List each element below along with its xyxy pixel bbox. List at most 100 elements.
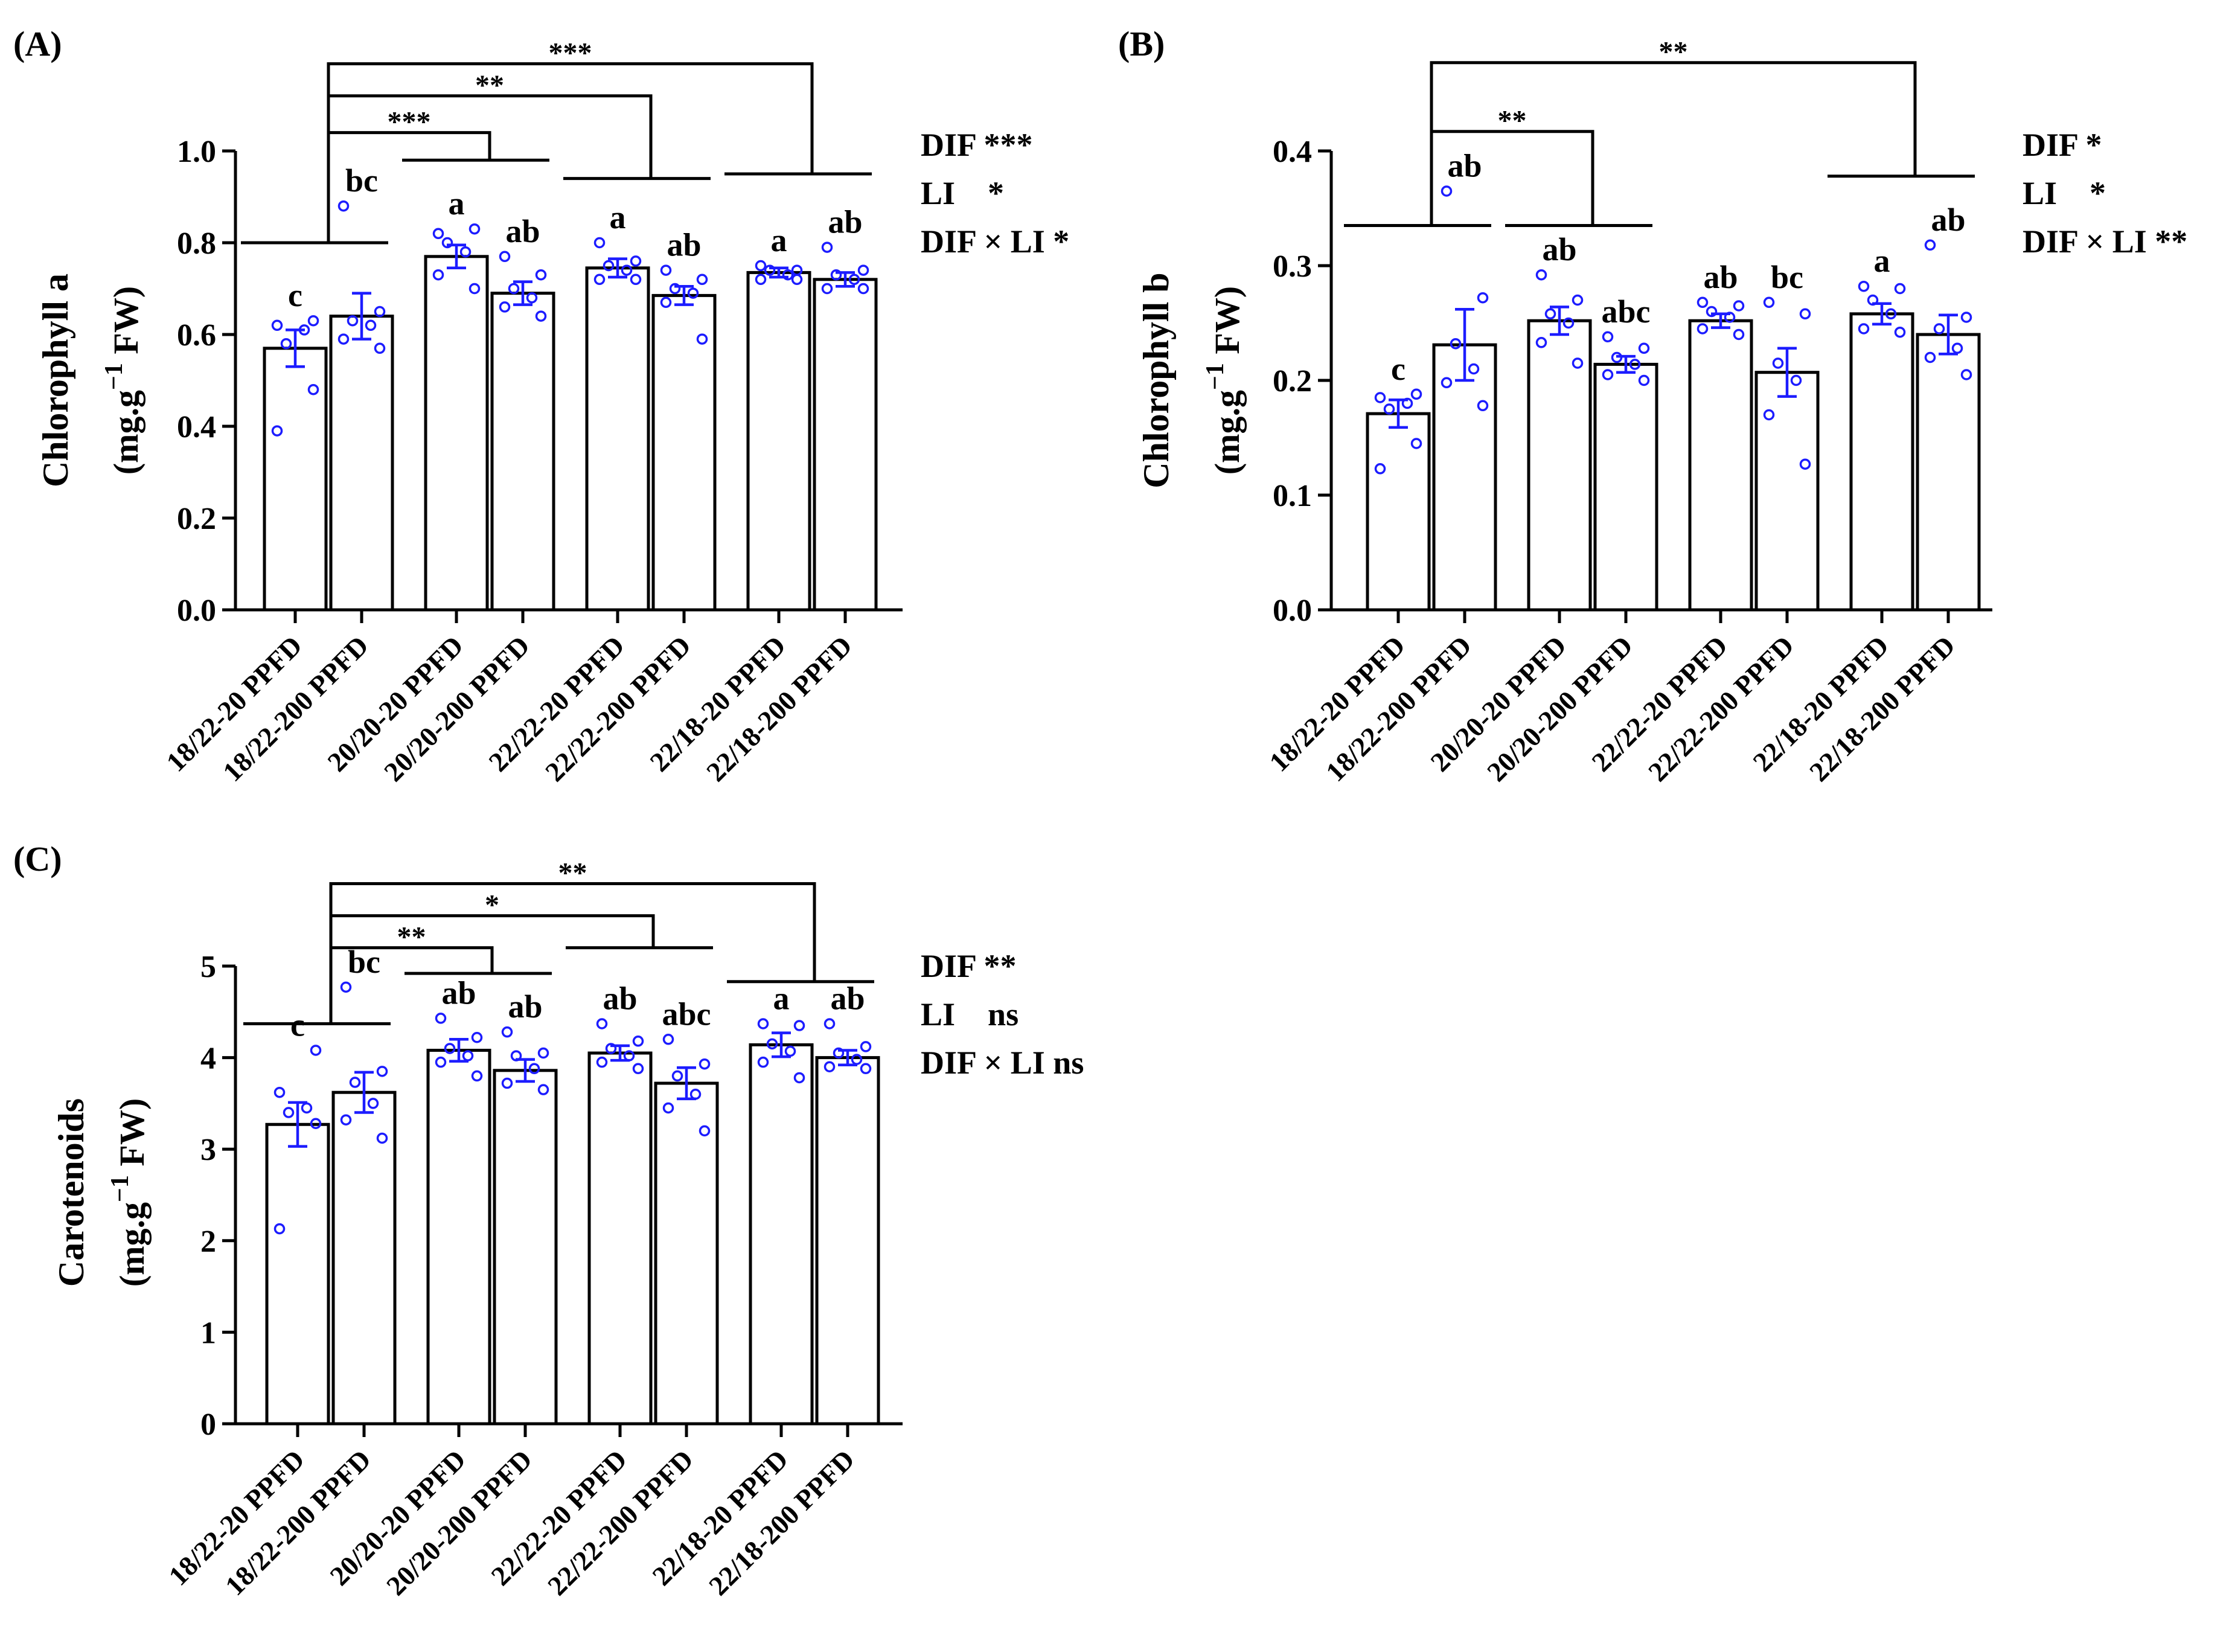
- bar-c: [265, 1122, 330, 1426]
- significance-letter-c: ab: [441, 975, 476, 1011]
- data-point-c: [283, 1107, 295, 1118]
- y-tick-label-c: 1: [200, 1316, 216, 1350]
- data-point-b: [1572, 357, 1584, 369]
- significance-letter-c: bc: [348, 944, 380, 980]
- data-point-b: [1611, 351, 1623, 363]
- data-point-b: [1697, 296, 1709, 309]
- data-point-c: [596, 1056, 608, 1068]
- data-point-c: [367, 1098, 379, 1109]
- data-point-b: [1374, 392, 1386, 403]
- data-point-a: [660, 264, 672, 276]
- data-point-b: [1790, 374, 1802, 386]
- data-point-a: [459, 246, 472, 258]
- anova-stat-b: DIF × LI **: [2023, 223, 2187, 260]
- y-tick-label-b: 0.0: [1273, 594, 1312, 628]
- anova-stat-a: DIF ***: [921, 127, 1033, 163]
- comparison-bracket-c: [329, 882, 816, 1024]
- data-point-b: [1602, 331, 1614, 343]
- data-point-b: [1468, 363, 1480, 375]
- data-point-b: [1535, 269, 1547, 281]
- bar-b: [1688, 319, 1753, 612]
- data-point-c: [605, 1043, 617, 1054]
- bar-a: [329, 315, 394, 612]
- data-point-b: [1572, 294, 1584, 306]
- data-point-b: [1924, 351, 1936, 363]
- comparison-significance-c: **: [397, 921, 426, 953]
- data-point-a: [755, 260, 767, 272]
- data-point-b: [1933, 323, 1945, 335]
- significance-letter-b: abc: [1602, 293, 1651, 330]
- y-axis-unit-a: (mg.g−1 FW): [100, 286, 146, 475]
- data-point-a: [848, 274, 860, 286]
- anova-stat-b: DIF *: [2023, 127, 2102, 163]
- bar-c: [331, 1090, 397, 1426]
- bar-c: [815, 1056, 880, 1426]
- data-point-b: [1441, 377, 1453, 389]
- data-point-a: [469, 223, 481, 235]
- data-point-b: [1858, 280, 1870, 292]
- comparison-significance-a: **: [475, 69, 504, 101]
- data-point-b: [1544, 308, 1556, 320]
- panel-label-c: (C): [13, 839, 62, 879]
- y-tick-label-b: 0.3: [1273, 249, 1312, 284]
- data-point-b: [1410, 438, 1422, 449]
- bar-a: [746, 271, 811, 612]
- anova-stat-c: LI ns: [921, 996, 1019, 1032]
- data-point-a: [791, 274, 803, 286]
- panel-label-b: (B): [1118, 24, 1165, 63]
- y-tick-label-a: 0.0: [177, 594, 216, 628]
- significance-letter-b: ab: [1931, 202, 1965, 238]
- bar-b: [1593, 362, 1658, 612]
- data-point-a: [821, 283, 833, 295]
- data-point-a: [830, 269, 842, 281]
- data-point-c: [662, 1034, 674, 1045]
- data-point-c: [860, 1063, 872, 1075]
- anova-stat-a: LI *: [921, 175, 1004, 211]
- data-point-a: [374, 306, 386, 318]
- y-tick-label-c: 4: [200, 1042, 216, 1076]
- significance-letter-c: ab: [830, 981, 865, 1017]
- panel-b-chlorophyll-b: (B) Chlorophyll b (mg.g−1 FW) 0.0 0.1 0.2 0.3 0…: [1118, 24, 2187, 787]
- data-point-c: [537, 1047, 549, 1059]
- data-point-c: [623, 1050, 635, 1061]
- data-point-b: [1477, 292, 1489, 304]
- data-point-b: [1960, 312, 1972, 323]
- data-point-b: [1894, 326, 1906, 338]
- y-tick-label-a: 0.4: [177, 410, 216, 444]
- significance-letter-b: ab: [1703, 259, 1738, 295]
- data-point-c: [435, 1013, 447, 1024]
- comparison-significance-a: ***: [388, 106, 431, 138]
- data-point-b: [1374, 463, 1386, 475]
- data-point-c: [301, 1102, 313, 1114]
- data-point-a: [603, 260, 615, 272]
- data-point-a: [857, 283, 869, 295]
- anova-stat-a: DIF × LI *: [921, 223, 1069, 260]
- data-point-c: [823, 1061, 836, 1073]
- data-point-a: [696, 274, 708, 286]
- significance-letter-b: bc: [1771, 259, 1803, 295]
- data-point-a: [526, 292, 538, 304]
- data-point-c: [699, 1058, 711, 1070]
- data-point-b: [1401, 397, 1413, 409]
- comparison-bracket-a: [327, 62, 814, 243]
- data-point-a: [535, 310, 547, 322]
- data-point-a: [857, 264, 869, 276]
- y-tick-label-c: 3: [200, 1133, 216, 1167]
- data-point-c: [471, 1031, 483, 1043]
- significance-letter-a: ab: [505, 213, 540, 249]
- bar-a: [263, 347, 328, 612]
- bar-a: [424, 255, 489, 612]
- data-point-b: [1960, 369, 1972, 380]
- y-tick-label-b: 0.1: [1273, 479, 1312, 513]
- data-point-c: [462, 1050, 474, 1061]
- data-point-a: [593, 274, 606, 286]
- bar-a: [490, 292, 555, 612]
- data-point-b: [1724, 312, 1736, 323]
- data-point-a: [764, 264, 776, 276]
- data-point-b: [1562, 317, 1575, 329]
- data-point-b: [1763, 296, 1775, 309]
- data-point-c: [471, 1070, 483, 1082]
- data-point-c: [596, 1018, 608, 1029]
- data-point-c: [340, 981, 352, 993]
